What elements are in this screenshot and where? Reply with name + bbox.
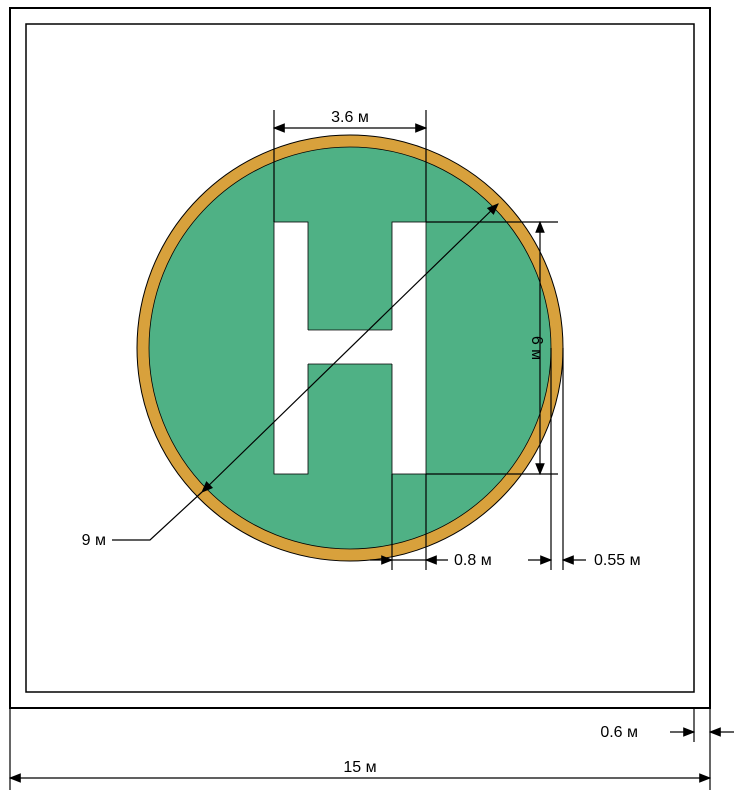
dim-bar-width-label: 0.8 м (454, 552, 492, 569)
dim-h-width-label: 3.6 м (331, 109, 369, 126)
dim-ring-width-label: 0.55 м (594, 552, 641, 569)
dim-diameter-label: 9 м (82, 532, 106, 549)
dim-pad-side: 15 м (10, 708, 710, 790)
dim-pad-side-label: 15 м (343, 759, 376, 776)
helipad-marking-diagram: 3.6 м 6 м 0.8 м 0.55 м 9 м 0.6 м (0, 0, 754, 800)
dim-h-height-label: 6 м (528, 336, 545, 360)
dim-border-gap-label: 0.6 м (600, 724, 638, 741)
dim-border-gap: 0.6 м (600, 708, 734, 742)
